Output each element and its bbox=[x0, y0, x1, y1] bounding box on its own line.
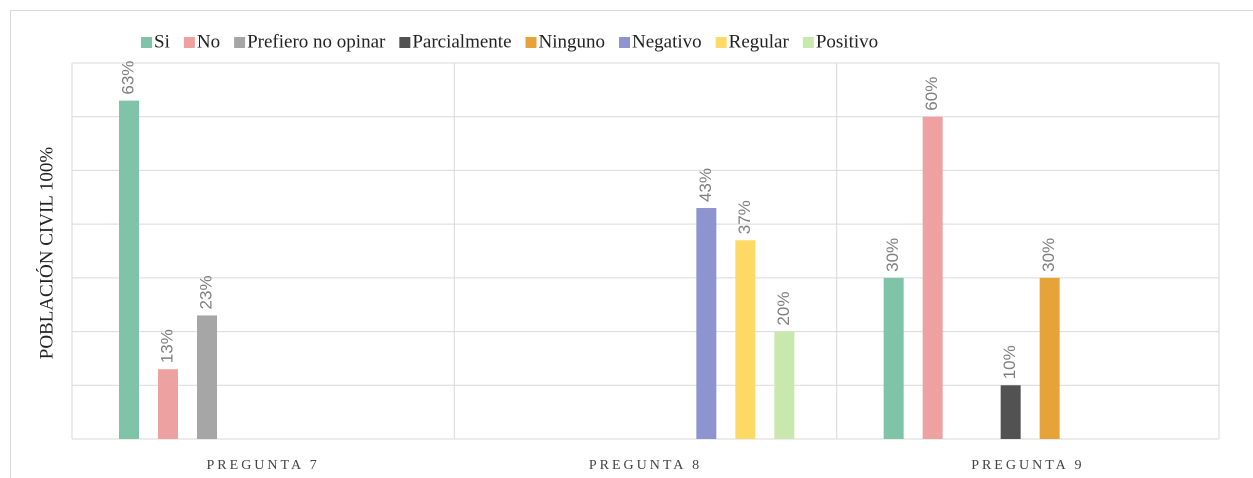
legend-swatch bbox=[525, 37, 537, 48]
data-label: 13% bbox=[157, 329, 176, 363]
legend-swatch bbox=[619, 37, 631, 48]
bar bbox=[197, 315, 217, 439]
data-label: 37% bbox=[735, 200, 754, 234]
bar bbox=[1039, 277, 1060, 439]
legend-label: Negativo bbox=[632, 31, 702, 52]
legend-swatch bbox=[183, 37, 195, 48]
bar bbox=[735, 240, 756, 439]
data-label: 30% bbox=[883, 238, 902, 272]
legend-label: Si bbox=[154, 31, 170, 52]
legend-label: Prefiero no opinar bbox=[247, 31, 386, 52]
bar bbox=[158, 369, 178, 439]
data-label: 20% bbox=[774, 292, 793, 326]
data-label: 63% bbox=[118, 61, 137, 95]
bar bbox=[774, 331, 795, 439]
y-axis-label: POBLACIÓN CIVIL 100% bbox=[35, 147, 57, 360]
bar bbox=[119, 100, 139, 439]
legend-swatch bbox=[399, 37, 411, 48]
legend-label: No bbox=[197, 31, 220, 52]
data-label: 43% bbox=[696, 168, 715, 202]
data-label: 60% bbox=[922, 77, 941, 111]
frame bbox=[10, 10, 1253, 478]
bar bbox=[696, 208, 717, 439]
legend-label: Ninguno bbox=[539, 31, 606, 52]
legend-swatch bbox=[715, 37, 727, 48]
x-tick-label: PREGUNTA 8 bbox=[589, 458, 702, 473]
bar bbox=[922, 116, 943, 439]
x-tick-label: PREGUNTA 9 bbox=[971, 458, 1084, 473]
bar bbox=[1000, 385, 1021, 439]
legend-label: Parcialmente bbox=[412, 31, 511, 52]
bar bbox=[883, 277, 904, 439]
legend-swatch bbox=[234, 37, 246, 48]
data-label: 30% bbox=[1039, 238, 1058, 272]
data-label: 10% bbox=[1000, 345, 1019, 379]
data-label: 23% bbox=[196, 275, 215, 309]
legend-swatch bbox=[802, 37, 814, 48]
legend-label: Regular bbox=[729, 31, 790, 52]
x-tick-label: PREGUNTA 7 bbox=[207, 458, 320, 473]
legend-swatch bbox=[141, 37, 152, 48]
legend-label: Positivo bbox=[816, 31, 878, 52]
